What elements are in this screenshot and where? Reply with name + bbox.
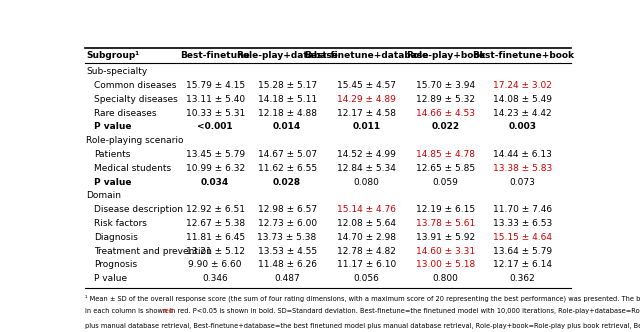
Text: 12.73 ± 6.00: 12.73 ± 6.00 <box>257 219 317 228</box>
Text: 15.70 ± 3.94: 15.70 ± 3.94 <box>416 81 476 90</box>
Text: 12.08 ± 5.64: 12.08 ± 5.64 <box>337 219 396 228</box>
Text: 14.08 ± 5.49: 14.08 ± 5.49 <box>493 95 552 104</box>
Text: 0.011: 0.011 <box>353 123 381 131</box>
Text: Risk factors: Risk factors <box>94 219 147 228</box>
Text: P value: P value <box>94 123 131 131</box>
Text: 13.21 ± 5.12: 13.21 ± 5.12 <box>186 247 244 256</box>
Text: 15.28 ± 5.17: 15.28 ± 5.17 <box>257 81 317 90</box>
Text: 12.78 ± 4.82: 12.78 ± 4.82 <box>337 247 396 256</box>
Text: Specialty diseases: Specialty diseases <box>94 95 178 104</box>
Text: 0.034: 0.034 <box>201 178 229 187</box>
Text: 0.487: 0.487 <box>274 274 300 283</box>
Text: 13.91 ± 5.92: 13.91 ± 5.92 <box>416 233 476 242</box>
Text: 13.45 ± 5.79: 13.45 ± 5.79 <box>186 150 244 159</box>
Text: 0.362: 0.362 <box>510 274 536 283</box>
Text: Common diseases: Common diseases <box>94 81 176 90</box>
Text: 12.19 ± 6.15: 12.19 ± 6.15 <box>416 205 476 214</box>
Text: 0.346: 0.346 <box>202 274 228 283</box>
Text: 10.99 ± 6.32: 10.99 ± 6.32 <box>186 164 244 173</box>
Text: 12.89 ± 5.32: 12.89 ± 5.32 <box>416 95 476 104</box>
Text: 14.67 ± 5.07: 14.67 ± 5.07 <box>257 150 317 159</box>
Text: 14.44 ± 6.13: 14.44 ± 6.13 <box>493 150 552 159</box>
Text: Prognosis: Prognosis <box>94 260 137 270</box>
Text: Domain: Domain <box>86 192 121 201</box>
Text: 15.79 ± 4.15: 15.79 ± 4.15 <box>186 81 244 90</box>
Text: 12.17 ± 4.58: 12.17 ± 4.58 <box>337 109 396 118</box>
Text: Diagnosis: Diagnosis <box>94 233 138 242</box>
Text: 9.90 ± 6.60: 9.90 ± 6.60 <box>188 260 242 270</box>
Text: plus manual database retrieval, Best-finetune+database=the best finetuned model : plus manual database retrieval, Best-fin… <box>85 323 640 329</box>
Text: 0.028: 0.028 <box>273 178 301 187</box>
Text: 12.67 ± 5.38: 12.67 ± 5.38 <box>186 219 244 228</box>
Text: 12.84 ± 5.34: 12.84 ± 5.34 <box>337 164 396 173</box>
Text: 12.92 ± 6.51: 12.92 ± 6.51 <box>186 205 244 214</box>
Text: 13.00 ± 5.18: 13.00 ± 5.18 <box>416 260 476 270</box>
Text: 14.85 ± 4.78: 14.85 ± 4.78 <box>416 150 476 159</box>
Text: 12.65 ± 5.85: 12.65 ± 5.85 <box>416 164 476 173</box>
Text: Medical students: Medical students <box>94 164 171 173</box>
Text: 13.53 ± 4.55: 13.53 ± 4.55 <box>257 247 317 256</box>
Text: 13.78 ± 5.61: 13.78 ± 5.61 <box>416 219 476 228</box>
Text: 0.059: 0.059 <box>433 178 459 187</box>
Text: ¹ Mean ± SD of the overall response score (the sum of four rating dimensions, wi: ¹ Mean ± SD of the overall response scor… <box>85 294 640 301</box>
Text: 12.98 ± 6.57: 12.98 ± 6.57 <box>257 205 317 214</box>
Text: 14.60 ± 3.31: 14.60 ± 3.31 <box>416 247 476 256</box>
Text: Subgroup¹: Subgroup¹ <box>86 50 139 60</box>
Text: Patients: Patients <box>94 150 131 159</box>
Text: 0.080: 0.080 <box>353 178 380 187</box>
Text: 13.64 ± 5.79: 13.64 ± 5.79 <box>493 247 552 256</box>
Text: 15.45 ± 4.57: 15.45 ± 4.57 <box>337 81 396 90</box>
Text: in each column is shown in red. P<0.05 is shown in bold. SD=Standard deviation. : in each column is shown in red. P<0.05 i… <box>85 308 640 314</box>
Text: 14.70 ± 2.98: 14.70 ± 2.98 <box>337 233 396 242</box>
Text: 11.48 ± 6.26: 11.48 ± 6.26 <box>257 260 317 270</box>
Text: 14.52 ± 4.99: 14.52 ± 4.99 <box>337 150 396 159</box>
Text: Disease description: Disease description <box>94 205 183 214</box>
Text: Rare diseases: Rare diseases <box>94 109 156 118</box>
Text: 0.800: 0.800 <box>433 274 459 283</box>
Text: 10.33 ± 5.31: 10.33 ± 5.31 <box>186 109 244 118</box>
Text: red: red <box>163 308 173 314</box>
Text: 13.33 ± 6.53: 13.33 ± 6.53 <box>493 219 552 228</box>
Text: 11.62 ± 6.55: 11.62 ± 6.55 <box>257 164 317 173</box>
Text: Role-play+database: Role-play+database <box>236 50 338 60</box>
Text: 13.11 ± 5.40: 13.11 ± 5.40 <box>186 95 244 104</box>
Text: 0.073: 0.073 <box>509 178 536 187</box>
Text: 13.38 ± 5.83: 13.38 ± 5.83 <box>493 164 552 173</box>
Text: 15.14 ± 4.76: 15.14 ± 4.76 <box>337 205 396 214</box>
Text: 15.15 ± 4.64: 15.15 ± 4.64 <box>493 233 552 242</box>
Text: 0.003: 0.003 <box>509 123 537 131</box>
Text: <0.001: <0.001 <box>197 123 233 131</box>
Text: 0.014: 0.014 <box>273 123 301 131</box>
Text: 14.23 ± 4.42: 14.23 ± 4.42 <box>493 109 552 118</box>
Text: Best-finetune+book: Best-finetune+book <box>472 50 573 60</box>
Text: P value: P value <box>94 178 131 187</box>
Text: Treatment and prevention: Treatment and prevention <box>94 247 212 256</box>
Text: 12.18 ± 4.88: 12.18 ± 4.88 <box>257 109 317 118</box>
Text: 11.81 ± 6.45: 11.81 ± 6.45 <box>186 233 244 242</box>
Text: 12.17 ± 6.14: 12.17 ± 6.14 <box>493 260 552 270</box>
Text: 0.022: 0.022 <box>432 123 460 131</box>
Text: 17.24 ± 3.02: 17.24 ± 3.02 <box>493 81 552 90</box>
Text: 14.66 ± 4.53: 14.66 ± 4.53 <box>416 109 476 118</box>
Text: 11.70 ± 7.46: 11.70 ± 7.46 <box>493 205 552 214</box>
Text: Sub-specialty: Sub-specialty <box>86 67 147 76</box>
Text: Best-finetune: Best-finetune <box>180 50 250 60</box>
Text: 13.73 ± 5.38: 13.73 ± 5.38 <box>257 233 317 242</box>
Text: 11.17 ± 6.10: 11.17 ± 6.10 <box>337 260 396 270</box>
Text: 14.18 ± 5.11: 14.18 ± 5.11 <box>257 95 317 104</box>
Text: Role-playing scenario: Role-playing scenario <box>86 136 184 145</box>
Text: Role-play+book: Role-play+book <box>406 50 486 60</box>
Text: Best-finetune+database: Best-finetune+database <box>304 50 429 60</box>
Text: P value: P value <box>94 274 127 283</box>
Text: 14.29 ± 4.89: 14.29 ± 4.89 <box>337 95 396 104</box>
Text: 0.056: 0.056 <box>353 274 380 283</box>
